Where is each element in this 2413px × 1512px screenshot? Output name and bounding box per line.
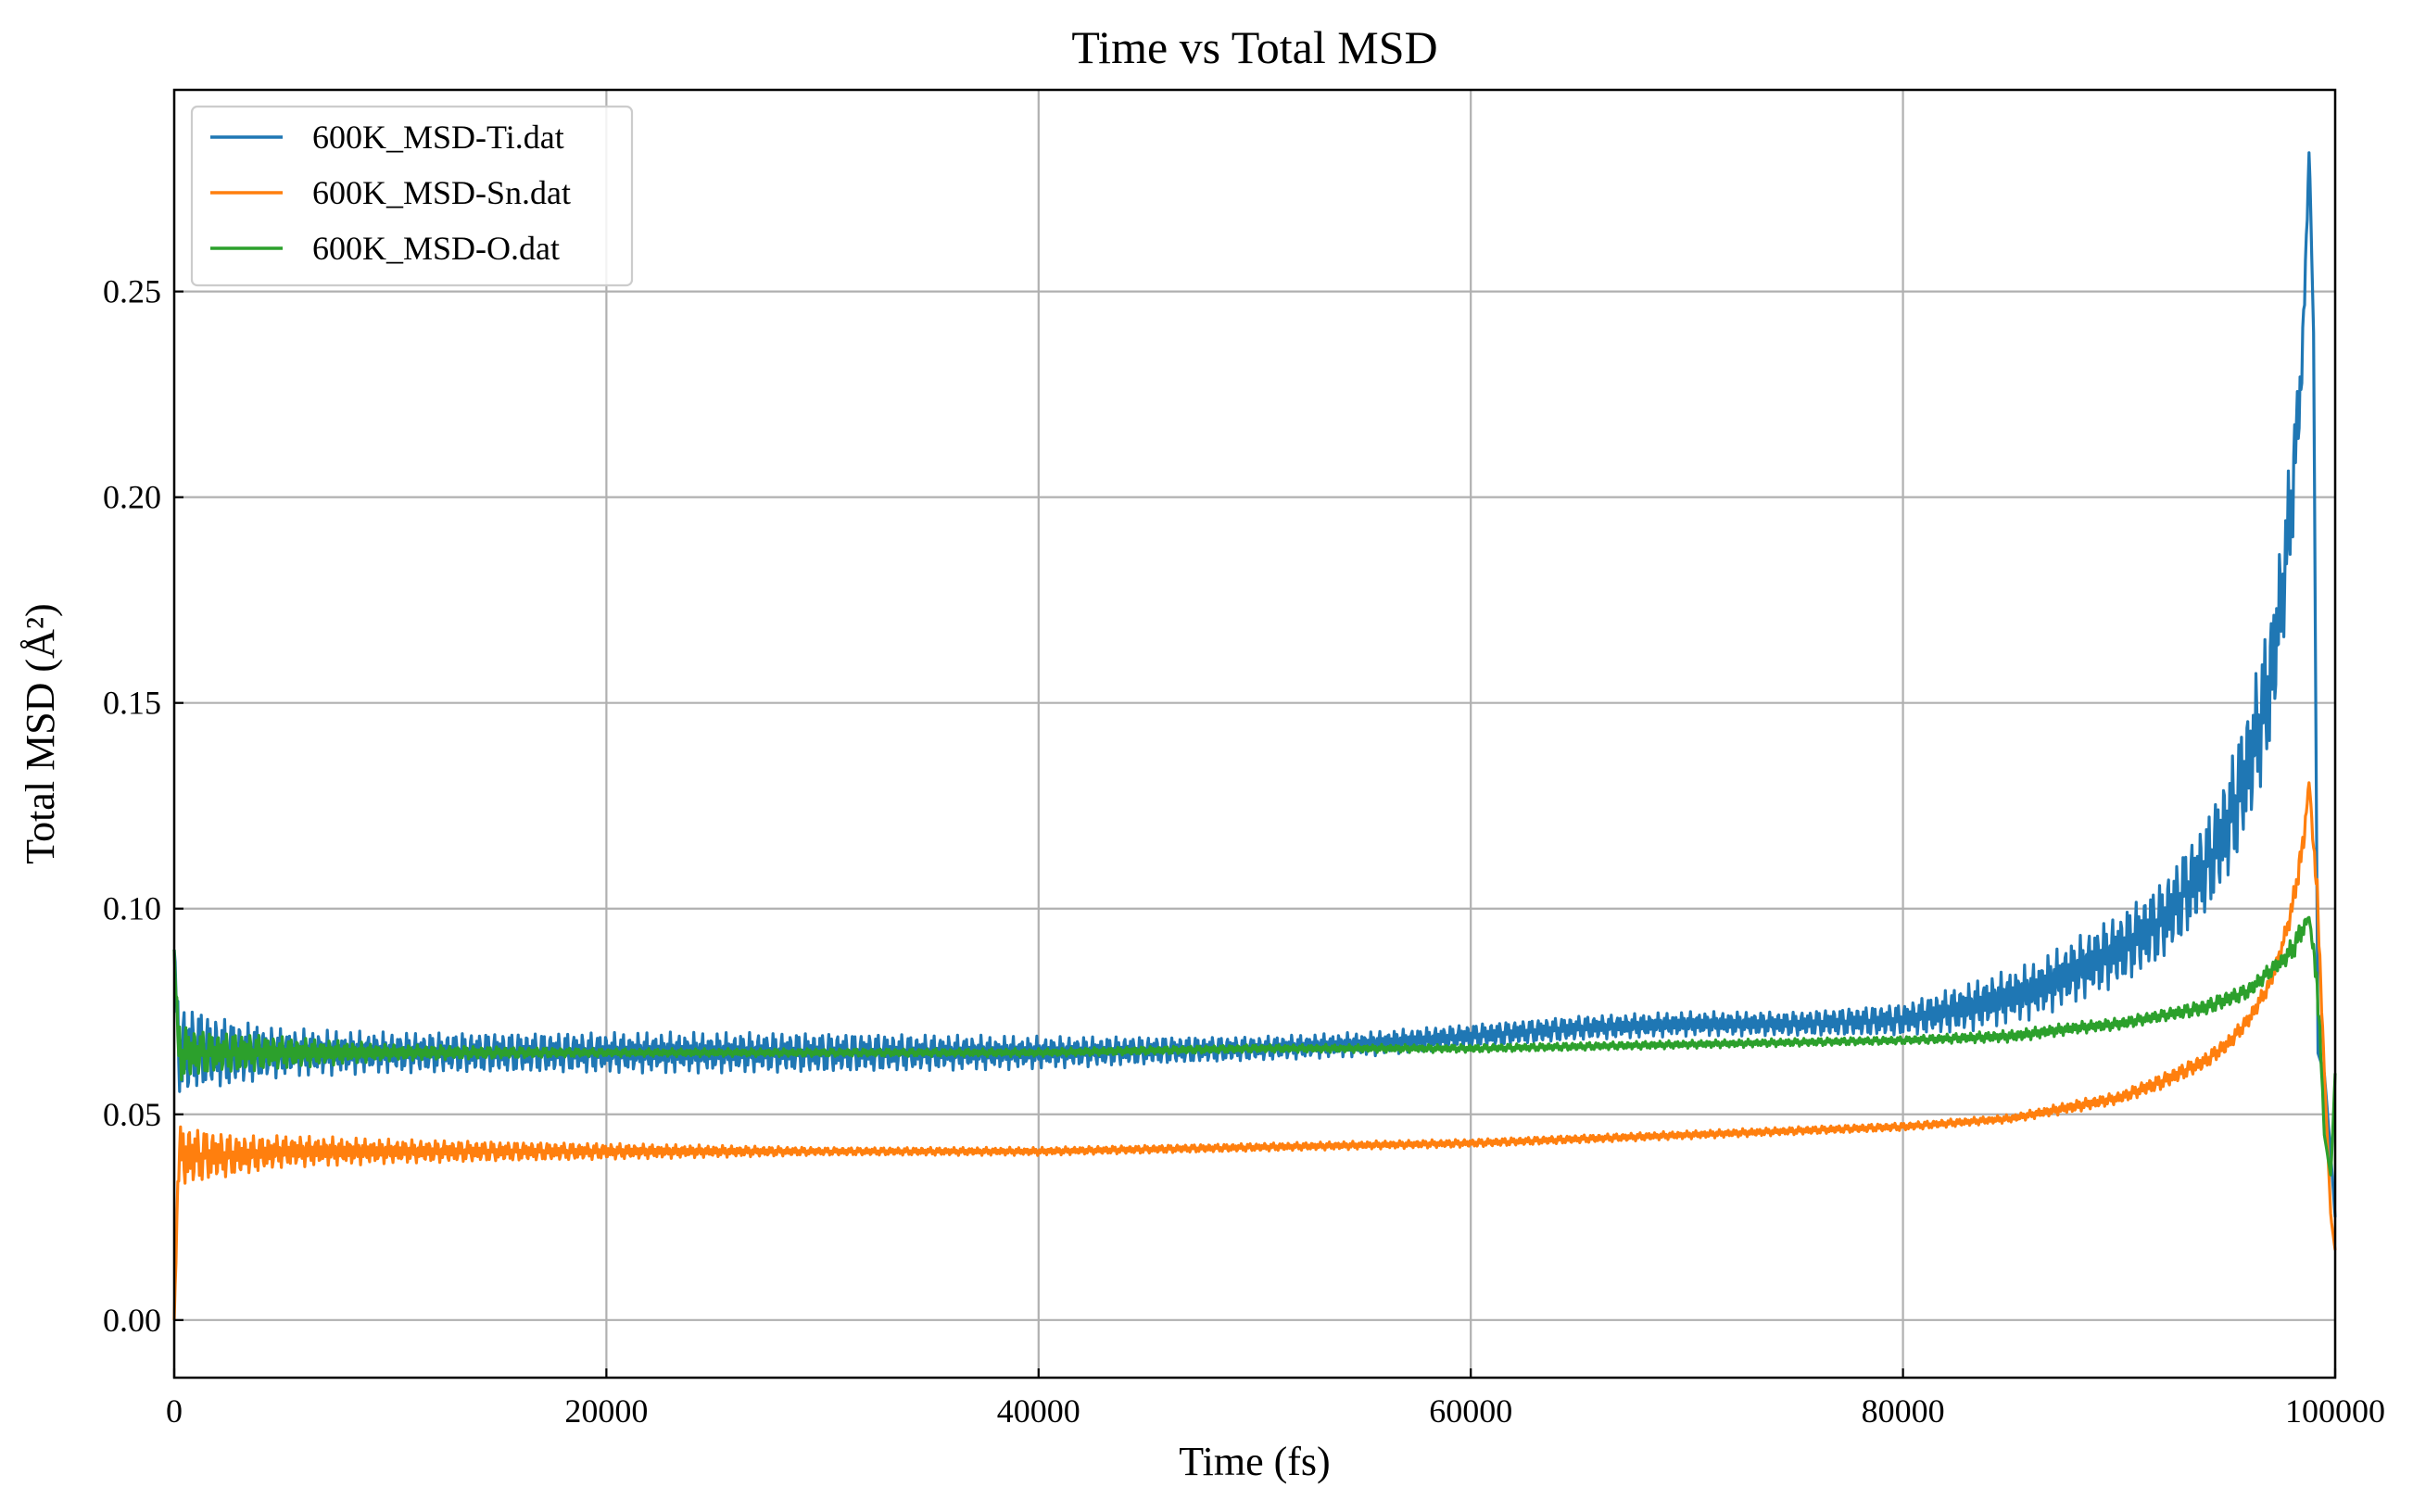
y-tick-label: 0.25 xyxy=(103,273,161,310)
legend-box xyxy=(190,105,634,287)
grid xyxy=(172,90,2337,1378)
y-tick-label: 0.20 xyxy=(103,479,161,516)
y-axis-label: Total MSD (Å²) xyxy=(18,603,63,863)
x-tick-label: 100000 xyxy=(2285,1392,2385,1430)
legend-label: 600K_MSD-Sn.dat xyxy=(312,174,571,211)
x-tick-label: 40000 xyxy=(997,1392,1080,1430)
legend: 600K_MSD-Ti.dat 600K_MSD-Sn.dat 600K_MSD-O… xyxy=(190,105,634,287)
y-tick-label: 0.15 xyxy=(103,685,161,722)
series-line-1 xyxy=(172,781,2337,1320)
series-lines xyxy=(172,151,2337,1320)
y-tick-label: 0.10 xyxy=(103,890,161,927)
x-axis-label: Time (fs) xyxy=(1179,1439,1330,1484)
x-tick-label: 0 xyxy=(166,1392,183,1430)
x-tick-label: 20000 xyxy=(564,1392,648,1430)
series-line-2 xyxy=(172,915,2337,1177)
y-tick-label: 0.05 xyxy=(103,1096,161,1133)
legend-label: 600K_MSD-O.dat xyxy=(312,230,560,267)
legend-label: 600K_MSD-Ti.dat xyxy=(312,119,564,156)
x-tick-label: 80000 xyxy=(1862,1392,1945,1430)
axis-ticks: 0 20000 40000 60000 80000 100000 0.00 0.05 0.10 0… xyxy=(103,273,2385,1430)
chart-title: Time vs Total MSD xyxy=(1071,21,1437,73)
y-tick-label: 0.00 xyxy=(103,1302,161,1339)
x-tick-label: 60000 xyxy=(1429,1392,1512,1430)
plot-frame xyxy=(172,88,2337,1380)
